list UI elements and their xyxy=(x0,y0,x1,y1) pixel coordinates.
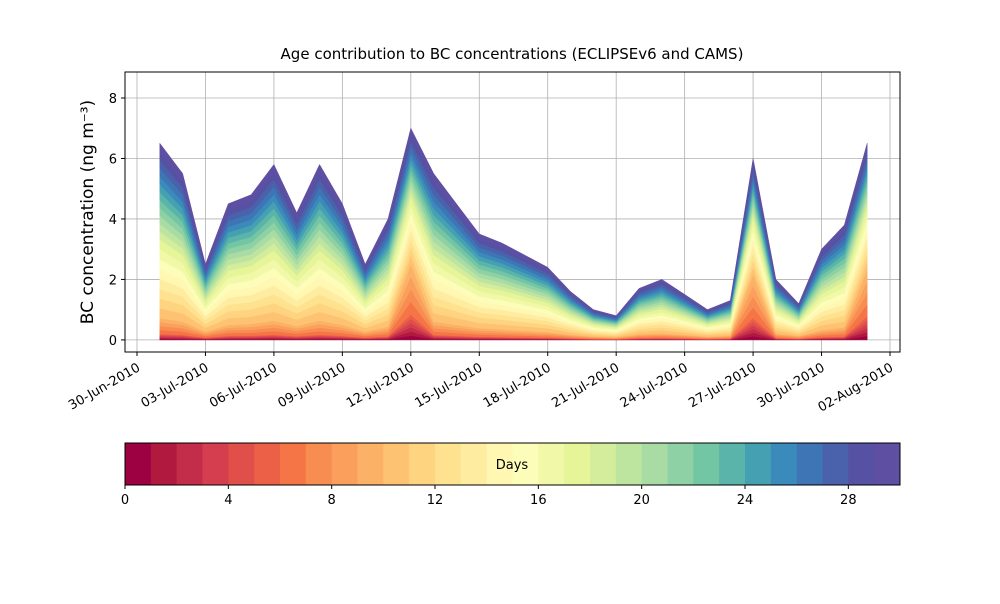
colorbar-swatch xyxy=(770,443,798,485)
colorbar: 0 4 8 12 16 20 24 28 Days xyxy=(121,443,901,508)
colorbar-swatch xyxy=(641,443,668,485)
colorbar-swatch xyxy=(667,443,694,485)
y-tick-label: 8 xyxy=(109,92,117,107)
colorbar-label: Days xyxy=(496,458,529,473)
colorbar-swatch xyxy=(280,443,307,485)
x-tick-label: 06-Jul-2010 xyxy=(207,360,280,411)
colorbar-frame xyxy=(124,442,901,486)
x-tick-label: 15-Jul-2010 xyxy=(412,360,485,411)
y-tick-label: 4 xyxy=(109,213,117,228)
colorbar-swatch xyxy=(305,443,333,485)
colorbar-swatch xyxy=(125,443,152,485)
colorbar-tick-label: 4 xyxy=(224,493,232,508)
x-tick-label: 12-Jul-2010 xyxy=(344,360,417,411)
colorbar-tick-label: 8 xyxy=(328,493,336,508)
colorbar-tick-label: 0 xyxy=(121,493,129,508)
colorbar-swatch xyxy=(486,443,513,485)
x-tick-label: 18-Jul-2010 xyxy=(481,360,554,411)
colorbar-swatch xyxy=(538,443,565,485)
colorbar-swatch xyxy=(848,443,875,485)
colorbar-swatch xyxy=(331,443,358,485)
colorbar-tick-label: 12 xyxy=(427,493,444,508)
colorbar-tick-label: 28 xyxy=(840,493,857,508)
x-tick-label: 03-Jul-2010 xyxy=(139,360,212,411)
y-axis-label: BC concentration (ng m⁻³) xyxy=(78,100,98,324)
colorbar-tick-label: 20 xyxy=(633,493,650,508)
colorbar-swatch xyxy=(512,443,539,485)
x-tick-label: 24-Jul-2010 xyxy=(618,360,691,411)
colorbar-swatch xyxy=(357,443,384,485)
colorbar-swatch xyxy=(590,443,617,485)
colorbar-swatch xyxy=(822,443,849,485)
x-tick-label: 27-Jul-2010 xyxy=(686,360,759,411)
colorbar-swatch xyxy=(874,443,901,485)
plot-area: 0 2 4 6 8 30-Jun-201003-Jul-201006-Jul-201009… xyxy=(66,72,900,416)
colorbar-swatch xyxy=(150,443,178,485)
y-tick-label: 2 xyxy=(109,273,117,288)
chart-title: Age contribution to BC concentrations (E… xyxy=(281,45,744,63)
colorbar-tick-label: 16 xyxy=(530,493,547,508)
colorbar-swatch xyxy=(202,443,229,485)
colorbar-swatch xyxy=(693,443,720,485)
y-tick-label: 0 xyxy=(109,334,117,349)
colorbar-swatch xyxy=(615,443,643,485)
colorbar-swatch xyxy=(564,443,591,485)
colorbar-swatch xyxy=(745,443,772,485)
x-tick-label: 09-Jul-2010 xyxy=(276,360,349,411)
colorbar-swatch xyxy=(228,443,255,485)
x-tick-label: 02-Aug-2010 xyxy=(816,360,896,415)
colorbar-tick-label: 24 xyxy=(737,493,754,508)
colorbar-swatch xyxy=(719,443,746,485)
age-layer xyxy=(159,127,868,318)
colorbar-swatch xyxy=(176,443,203,485)
x-tick-label: 30-Jun-2010 xyxy=(66,360,143,413)
colorbar-swatch xyxy=(435,443,462,485)
y-tick-label: 6 xyxy=(109,152,117,167)
x-tick-label: 21-Jul-2010 xyxy=(549,360,622,411)
axes-frame xyxy=(124,71,901,353)
colorbar-swatch xyxy=(796,443,823,485)
colorbar-swatch xyxy=(460,443,488,485)
colorbar-swatch xyxy=(383,443,410,485)
colorbar-swatch xyxy=(254,443,281,485)
colorbar-swatch xyxy=(409,443,436,485)
